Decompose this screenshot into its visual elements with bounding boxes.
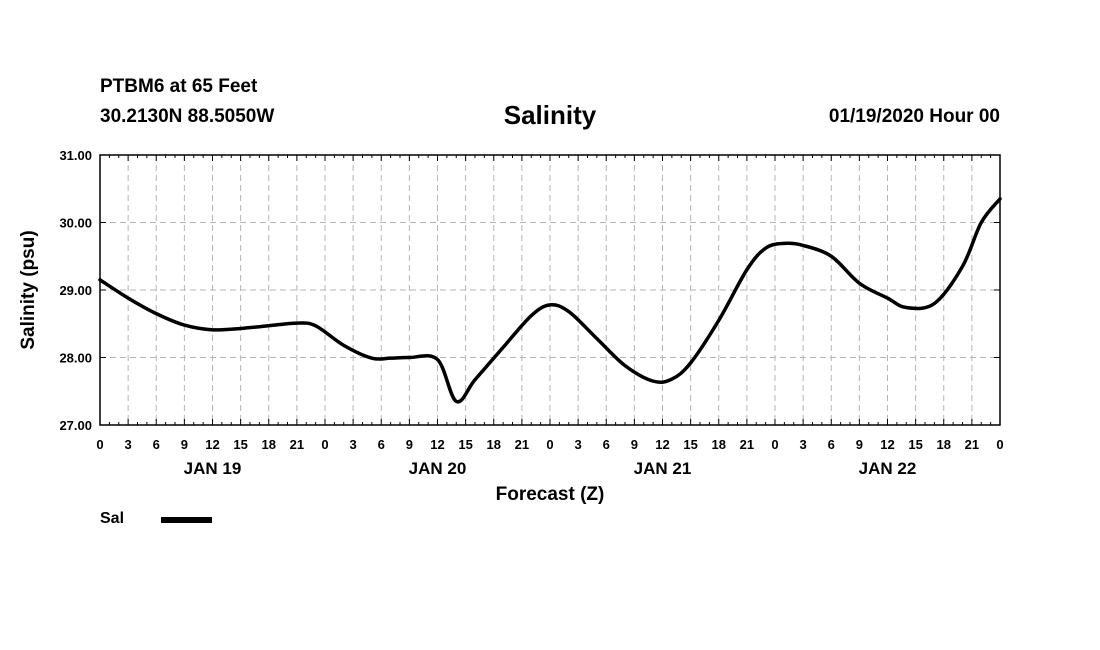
plot-frame [99,154,1001,426]
x-tick-label: 21 [740,437,754,452]
y-tick-label: 29.00 [59,283,92,298]
x-axis-title: Forecast (Z) [496,484,605,505]
x-tick-label: 9 [631,437,638,452]
x-tick-label: 15 [233,437,247,452]
x-tick-label: 3 [125,437,132,452]
x-tick-label: 3 [350,437,357,452]
x-tick-label: 6 [603,437,610,452]
x-tick-label: 0 [996,437,1003,452]
x-tick-label: 21 [965,437,979,452]
x-tick-label: 6 [153,437,160,452]
x-tick-label: 9 [181,437,188,452]
forecast-datetime: 01/19/2020 Hour 00 [828,106,1000,127]
series-line-sal [98,197,1002,404]
y-axis-title: Salinity (psu) [18,230,39,349]
y-tick-label: 30.00 [59,216,92,231]
station-label: PTBM6 at 65 Feet [100,76,258,97]
x-tick-label: 12 [655,437,669,452]
day-label: JAN 19 [184,459,242,478]
day-label: JAN 20 [409,459,467,478]
x-tick-label: 0 [96,437,103,452]
x-tick-label: 21 [515,437,529,452]
x-tick-label: 3 [800,437,807,452]
x-tick-label: 0 [546,437,553,452]
coordinates-label: 30.2130N 88.5050W [100,106,275,127]
legend-swatch [161,517,212,523]
chart-title: Salinity [503,100,597,130]
day-label: JAN 22 [859,459,917,478]
x-tick-label: 15 [908,437,922,452]
x-tick-label: 15 [458,437,472,452]
legend-label: Sal [100,510,125,527]
axis-labels: 0 3 6 9 12 15 18 21 0 3 6 9 12 15 18 21 0 3 6 9 12 15 18 21 0 3 6 9… [59,148,1003,478]
y-tick-label: 28.00 [59,351,92,366]
x-tick-label: 18 [712,437,726,452]
x-tick-label: 18 [937,437,951,452]
x-tick-label: 18 [487,437,501,452]
y-tick-label: 27.00 [59,418,92,433]
x-tick-label: 0 [321,437,328,452]
x-tick-label: 3 [575,437,582,452]
x-tick-label: 6 [828,437,835,452]
x-tick-label: 12 [430,437,444,452]
x-tick-label: 0 [771,437,778,452]
x-tick-label: 12 [205,437,219,452]
y-tick-label: 31.00 [59,148,92,163]
x-tick-label: 9 [406,437,413,452]
x-tick-label: 9 [856,437,863,452]
x-tick-label: 6 [378,437,385,452]
x-tick-label: 21 [290,437,304,452]
x-tick-label: 15 [683,437,697,452]
x-tick-label: 18 [262,437,276,452]
day-label: JAN 21 [634,459,692,478]
series-layer [98,197,1002,404]
x-tick-label: 12 [880,437,894,452]
grid-lines [100,155,1000,425]
